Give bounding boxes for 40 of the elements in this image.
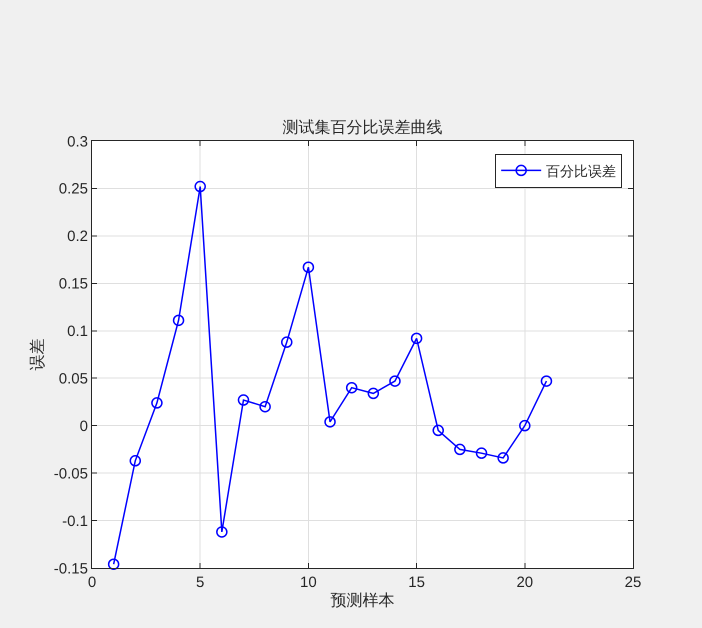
point [410,332,422,344]
point [368,388,380,400]
point [216,526,228,538]
x-tick-label: 10 [300,574,317,591]
point [540,375,552,387]
point [389,375,401,387]
point [302,261,314,273]
point [476,447,488,459]
x-tick-label: 20 [516,574,534,591]
point [151,397,163,409]
point [194,180,206,192]
y-tick-label: -0.1 [62,512,88,530]
chart-title: 测试集百分比误差曲线 [282,118,442,137]
point [281,336,293,348]
point [259,400,271,412]
point [238,394,250,406]
point [108,558,120,570]
point [519,420,531,432]
y-tick-label: -0.05 [54,465,88,482]
point [346,382,358,394]
y-tick-label: 0.2 [67,228,88,246]
point [172,314,184,326]
point [130,455,142,467]
x-axis-title: 预测样本 [330,590,394,610]
point [324,416,336,428]
y-tick-label: 0.25 [58,180,88,198]
point [497,452,509,464]
y-tick-label: 0.15 [58,276,88,293]
x-tick-label: 25 [624,574,642,591]
x-tick-label: 15 [408,574,425,591]
x-tick-label: 5 [196,574,204,591]
y-tick-label: 0.3 [67,133,88,150]
y-tick-label: -0.15 [54,560,88,578]
legend-label: 百分比误差 [546,164,616,180]
y-tick-label: 0.05 [58,370,88,388]
point [454,444,466,456]
y-tick-label: 0.1 [67,323,88,340]
y-tick-label: 0 [80,418,88,435]
y-axis-title: 误差 [28,338,47,370]
point [432,424,444,436]
